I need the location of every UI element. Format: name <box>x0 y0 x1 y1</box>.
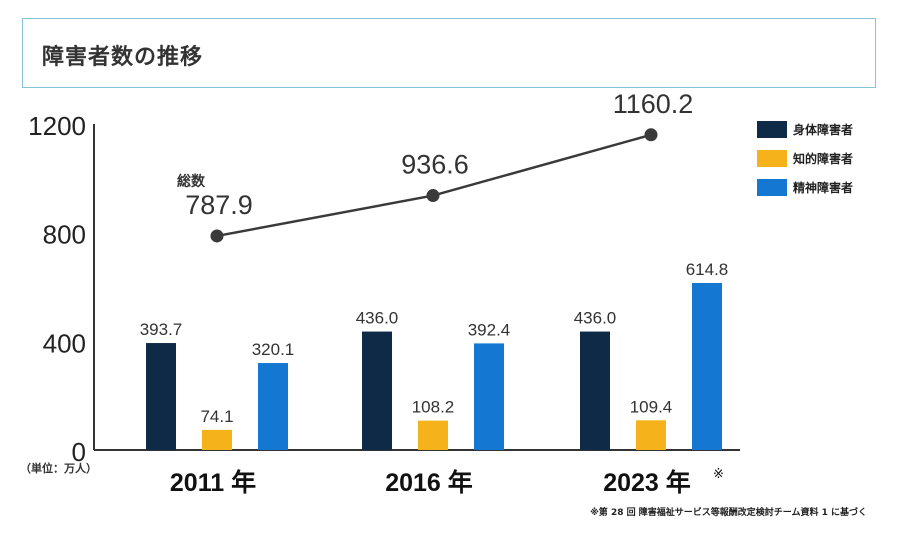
bar-physical <box>580 331 610 450</box>
bar-physical <box>362 331 392 450</box>
bar-mental <box>258 363 288 450</box>
bar-intellectual <box>202 429 232 450</box>
source-note: ※第 28 回 障害福祉サービス等報酬改定検討チーム資料 1 に基づく <box>590 508 867 518</box>
bar-value-label: 393.7 <box>140 320 183 339</box>
bar-value-label: 74.1 <box>200 407 233 426</box>
legend: 身体障害者 知的障害者 精神障害者 <box>757 115 853 202</box>
bar-mental <box>692 282 722 450</box>
legend-label-physical: 身体障害者 <box>793 123 854 137</box>
legend-label-intellectual: 知的障害者 <box>793 152 854 166</box>
bar-value-label: 436.0 <box>356 309 399 328</box>
bar-intellectual <box>418 420 448 450</box>
title-box: 障害者数の推移 <box>22 18 876 88</box>
total-value-label: 1160.2 <box>613 89 694 119</box>
legend-swatch-physical <box>757 121 787 138</box>
legend-label-mental: 精神障害者 <box>793 181 854 195</box>
y-tick-label: 800 <box>43 220 86 250</box>
bar-mental <box>474 343 504 450</box>
legend-item-mental: 精神障害者 <box>757 173 853 202</box>
bar-value-label: 614.8 <box>686 260 729 279</box>
x-category-label: 2016 年 <box>385 468 473 497</box>
legend-item-physical: 身体障害者 <box>757 115 853 144</box>
page-title: 障害者数の推移 <box>42 45 204 70</box>
x-category-note: ※ <box>713 467 724 482</box>
total-point <box>426 189 440 203</box>
bar-value-label: 392.4 <box>468 320 511 339</box>
bar-value-label: 436.0 <box>574 309 617 328</box>
y-tick-label: 0 <box>72 437 86 467</box>
legend-swatch-mental <box>757 179 787 196</box>
bar-value-label: 320.1 <box>252 340 295 359</box>
bar-physical <box>146 343 176 450</box>
total-point <box>210 229 224 243</box>
legend-swatch-intellectual <box>757 150 787 167</box>
legend-item-intellectual: 知的障害者 <box>757 144 853 173</box>
bar-intellectual <box>636 420 666 450</box>
total-value-label: 936.6 <box>401 150 469 180</box>
total-point <box>644 128 658 142</box>
bar-value-label: 109.4 <box>630 397 673 416</box>
total-value-label: 787.9 <box>185 190 253 220</box>
x-category-label: 2023 年 <box>603 468 691 497</box>
x-category-label: 2011 年 <box>170 468 256 497</box>
unit-label: （単位：万人） <box>20 462 97 475</box>
y-tick-label: 400 <box>43 328 86 358</box>
bar-value-label: 108.2 <box>412 398 455 417</box>
total-series-label: 総数 <box>177 173 206 190</box>
y-tick-label: 1200 <box>28 111 86 141</box>
